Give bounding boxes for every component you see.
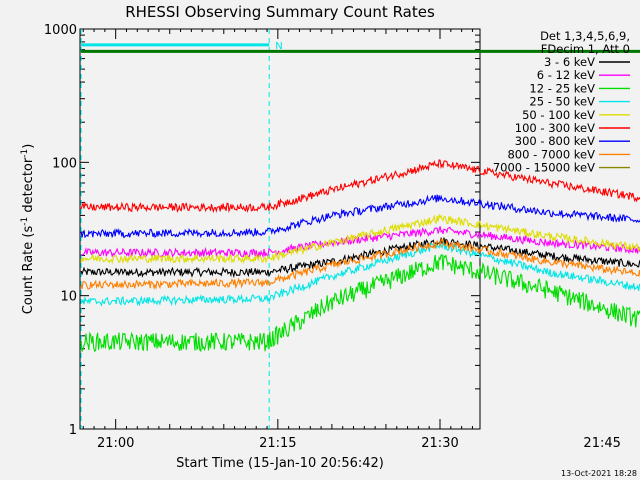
series-line bbox=[80, 237, 640, 291]
legend-item-label: 6 - 12 keV bbox=[537, 68, 595, 82]
y-label-part-2: detector bbox=[21, 157, 36, 217]
legend: Det 1,3,4,5,6,9, FDecim 1, Att 0 3 - 6 k… bbox=[493, 29, 630, 175]
series-line bbox=[80, 194, 640, 239]
series-line bbox=[81, 226, 640, 259]
x-tick-label: 21:00 bbox=[97, 436, 134, 451]
legend-item-label: 12 - 25 keV bbox=[529, 81, 595, 95]
legend-header-line-2: FDecim 1, Att 0 bbox=[541, 42, 630, 56]
x-tick-label: 21:45 bbox=[583, 436, 620, 451]
legend-header-line-1: Det 1,3,4,5,6,9, bbox=[540, 29, 630, 43]
x-axis-label: Start Time (15-Jan-10 20:56:42) bbox=[176, 456, 384, 471]
y-label-part-0: Count Rate (s bbox=[21, 226, 36, 315]
legend-item-label: 300 - 800 keV bbox=[515, 134, 595, 148]
y-tick-label: 1000 bbox=[44, 23, 77, 38]
legend-item-label: 7000 - 15000 keV bbox=[493, 161, 595, 175]
footer-timestamp: 13-Oct-2021 18:28 bbox=[561, 469, 637, 478]
plot-frame bbox=[79, 28, 481, 430]
y-label-part-3: -1 bbox=[20, 149, 30, 158]
legend-item-label: 800 - 7000 keV bbox=[507, 147, 595, 161]
x-tick-label: 21:30 bbox=[421, 436, 458, 451]
chart-title: RHESSI Observing Summary Count Rates bbox=[125, 3, 435, 21]
series-line bbox=[80, 159, 640, 214]
state-bar-label: N bbox=[275, 41, 282, 52]
series-line bbox=[80, 240, 640, 307]
legend-item-label: 3 - 6 keV bbox=[544, 55, 595, 69]
state-bars: NRD0RD4 bbox=[81, 41, 640, 53]
y-tick-label: 100 bbox=[52, 156, 77, 171]
legend-item-label: 100 - 300 keV bbox=[515, 121, 595, 135]
axis-ticks bbox=[80, 29, 480, 430]
series-line bbox=[80, 237, 640, 279]
legend-item-label: 25 - 50 keV bbox=[529, 95, 595, 109]
y-label-part-1: -1 bbox=[20, 217, 30, 226]
y-label-part-4: ) bbox=[21, 144, 36, 149]
y-axis-label: Count Rate (s-1 detector-1) bbox=[20, 144, 36, 315]
series-line bbox=[80, 213, 640, 265]
x-tick-label: 21:15 bbox=[259, 436, 296, 451]
series-line bbox=[80, 254, 640, 353]
y-tick-labels: 1 10 100 1000 bbox=[44, 23, 77, 438]
y-tick-label: 10 bbox=[60, 290, 77, 305]
legend-item-label: 50 - 100 keV bbox=[522, 108, 595, 122]
series-lines bbox=[80, 159, 640, 353]
y-tick-label: 1 bbox=[69, 423, 77, 438]
